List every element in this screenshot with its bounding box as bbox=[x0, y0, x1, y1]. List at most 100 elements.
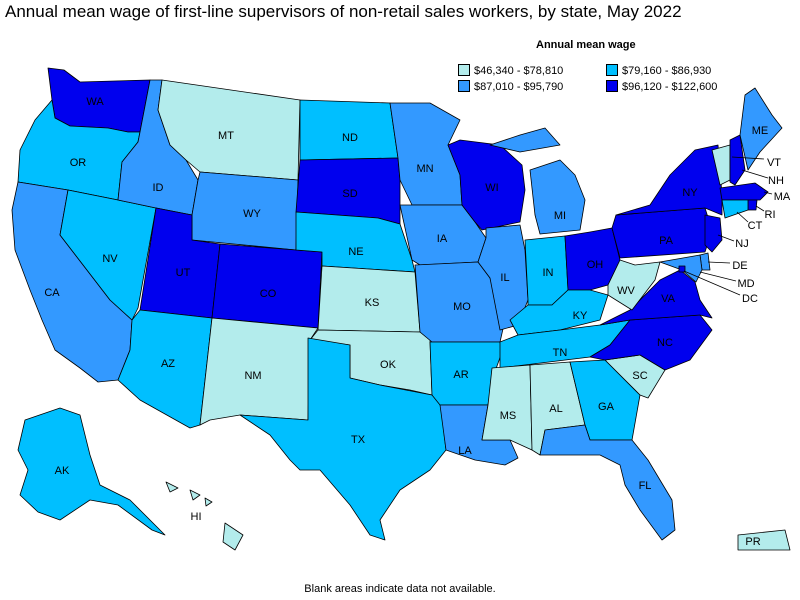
legend-label: $96,120 - $122,600 bbox=[622, 81, 718, 93]
leader-line-ct bbox=[736, 211, 749, 223]
state-ak bbox=[17, 407, 166, 536]
state-label-tx: TX bbox=[351, 434, 366, 446]
legend-swatch bbox=[458, 64, 470, 76]
state-label-vt: VT bbox=[767, 157, 781, 169]
state-label-az: AZ bbox=[161, 358, 175, 370]
state-ct bbox=[721, 199, 749, 219]
state-label-nj: NJ bbox=[735, 238, 748, 250]
state-label-ms: MS bbox=[500, 410, 517, 422]
state-label-wy: WY bbox=[243, 208, 261, 220]
state-label-ia: IA bbox=[437, 233, 448, 245]
state-label-mn: MN bbox=[416, 163, 433, 175]
state-co bbox=[211, 243, 323, 329]
leader-line-nh bbox=[741, 169, 769, 179]
state-label-mt: MT bbox=[218, 130, 234, 142]
state-label-nv: NV bbox=[102, 253, 118, 265]
state-label-pr: PR bbox=[745, 536, 760, 548]
state-label-va: VA bbox=[661, 293, 676, 305]
map-title: Annual mean wage of first-line superviso… bbox=[5, 2, 682, 21]
leader-line-ri bbox=[755, 205, 765, 212]
state-label-id: ID bbox=[153, 182, 164, 194]
state-label-mo: MO bbox=[453, 301, 471, 313]
state-label-pa: PA bbox=[659, 235, 674, 247]
state-fl bbox=[539, 424, 676, 541]
state-label-wv: WV bbox=[617, 285, 635, 297]
state-mi bbox=[489, 127, 586, 235]
state-label-ne: NE bbox=[348, 246, 363, 258]
state-label-il: IL bbox=[500, 272, 509, 284]
state-hi bbox=[165, 481, 244, 551]
state-label-dc: DC bbox=[742, 293, 758, 305]
legend: $46,340 - $78,810 $79,160 - $86,930 $87,… bbox=[458, 64, 717, 98]
state-label-al: AL bbox=[549, 403, 562, 415]
state-label-nm: NM bbox=[244, 370, 261, 382]
leader-line-md bbox=[699, 271, 737, 282]
state-label-ak: AK bbox=[55, 465, 70, 477]
leader-line-ma bbox=[763, 191, 773, 195]
state-label-de: DE bbox=[732, 260, 747, 272]
state-label-hi: HI bbox=[191, 511, 202, 523]
state-il bbox=[477, 224, 529, 331]
footnote: Blank areas indicate data not available. bbox=[304, 583, 496, 595]
leader-line-de bbox=[707, 261, 731, 264]
state-nd bbox=[299, 99, 399, 161]
legend-swatch bbox=[606, 64, 618, 76]
legend-item-bin-1: $46,340 - $78,810 bbox=[458, 64, 563, 78]
state-label-oh: OH bbox=[587, 259, 604, 271]
legend-item-bin-3: $79,160 - $86,930 bbox=[606, 64, 711, 78]
state-dc bbox=[678, 265, 686, 273]
state-label-sd: SD bbox=[342, 188, 357, 200]
state-ma bbox=[719, 182, 769, 201]
state-pa bbox=[611, 207, 713, 259]
state-label-md: MD bbox=[737, 278, 754, 290]
state-ny bbox=[615, 144, 723, 216]
state-label-ut: UT bbox=[176, 267, 191, 279]
state-label-nc: NC bbox=[657, 337, 673, 349]
state-label-ct: CT bbox=[748, 220, 763, 232]
state-nj bbox=[704, 214, 723, 253]
state-label-ky: KY bbox=[573, 310, 588, 322]
legend-swatch bbox=[606, 80, 618, 92]
state-label-mi: MI bbox=[554, 210, 566, 222]
state-label-co: CO bbox=[260, 288, 277, 300]
state-va bbox=[599, 269, 713, 326]
legend-label: $46,340 - $78,810 bbox=[474, 65, 564, 77]
state-ri bbox=[747, 199, 758, 211]
leader-line-dc bbox=[683, 270, 741, 296]
state-label-tn: TN bbox=[553, 347, 568, 359]
state-label-ar: AR bbox=[453, 369, 468, 381]
state-label-me: ME bbox=[752, 125, 769, 137]
state-label-sc: SC bbox=[632, 370, 647, 382]
state-label-in: IN bbox=[543, 267, 554, 279]
state-label-nh: NH bbox=[768, 175, 784, 187]
state-label-la: LA bbox=[458, 445, 472, 457]
state-tx bbox=[239, 337, 447, 541]
state-label-wa: WA bbox=[86, 96, 104, 108]
legend-swatch bbox=[458, 80, 470, 92]
state-label-ca: CA bbox=[44, 287, 60, 299]
legend-title: Annual mean wage bbox=[536, 39, 636, 51]
leader-line-vt bbox=[731, 156, 765, 160]
legend-item-bin-2: $87,010 - $95,790 bbox=[458, 80, 563, 94]
state-label-ma: MA bbox=[774, 191, 791, 203]
state-wv bbox=[607, 259, 661, 311]
state-me bbox=[739, 87, 783, 171]
state-nh bbox=[729, 134, 746, 186]
legend-item-bin-4: $96,120 - $122,600 bbox=[606, 80, 717, 94]
state-label-ny: NY bbox=[682, 187, 698, 199]
state-label-ks: KS bbox=[365, 297, 380, 309]
leader-line-nj bbox=[717, 234, 735, 242]
legend-label: $87,010 - $95,790 bbox=[474, 81, 564, 93]
state-label-fl: FL bbox=[639, 480, 652, 492]
state-label-wi: WI bbox=[485, 182, 498, 194]
state-wi bbox=[447, 139, 526, 231]
state-label-or: OR bbox=[70, 157, 87, 169]
legend-label: $79,160 - $86,930 bbox=[622, 65, 712, 77]
state-label-ok: OK bbox=[380, 359, 397, 371]
state-nc bbox=[589, 314, 713, 371]
state-label-ri: RI bbox=[765, 209, 776, 221]
state-label-nd: ND bbox=[342, 132, 358, 144]
state-label-ga: GA bbox=[598, 401, 615, 413]
state-pr bbox=[737, 529, 791, 551]
